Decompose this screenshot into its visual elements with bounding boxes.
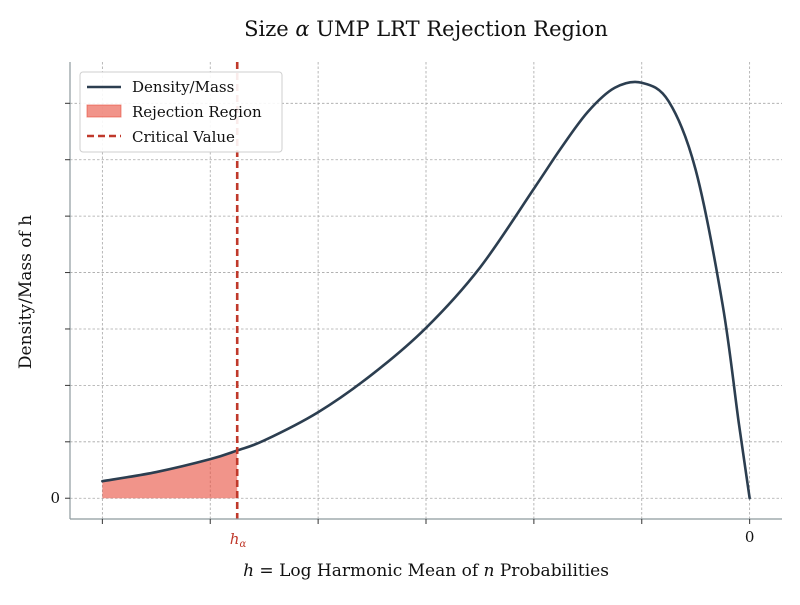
critical-value-label: hα: [230, 530, 247, 550]
legend-item-critical: Critical Value: [87, 128, 235, 146]
legend-swatch-rejection-patch: [86, 104, 122, 118]
chart-title: Size α UMP LRT Rejection Region: [244, 17, 608, 41]
legend-label-critical: Critical Value: [132, 128, 235, 146]
legend: Density/Mass Rejection Region Critical V…: [79, 71, 283, 153]
x-axis-label: h = Log Harmonic Mean of n Probabilities: [243, 561, 609, 581]
x-tick-label-6: 0: [745, 528, 755, 546]
y-axis-label: Density/Mass of h: [16, 215, 36, 369]
legend-item-rejection: Rejection Region: [86, 103, 262, 121]
density-curve: [101, 80, 751, 500]
rejection-region-layer: [102, 450, 238, 499]
legend-item-density: Density/Mass: [87, 78, 234, 96]
legend-box: [79, 71, 283, 153]
density-line-layer: [101, 80, 751, 500]
y-tick-label-0: 0: [50, 489, 60, 507]
legend-label-density: Density/Mass: [132, 78, 234, 96]
rejection-region-area: [102, 450, 238, 499]
legend-label-rejection: Rejection Region: [132, 103, 262, 121]
ticks-layer: 00: [50, 102, 755, 546]
